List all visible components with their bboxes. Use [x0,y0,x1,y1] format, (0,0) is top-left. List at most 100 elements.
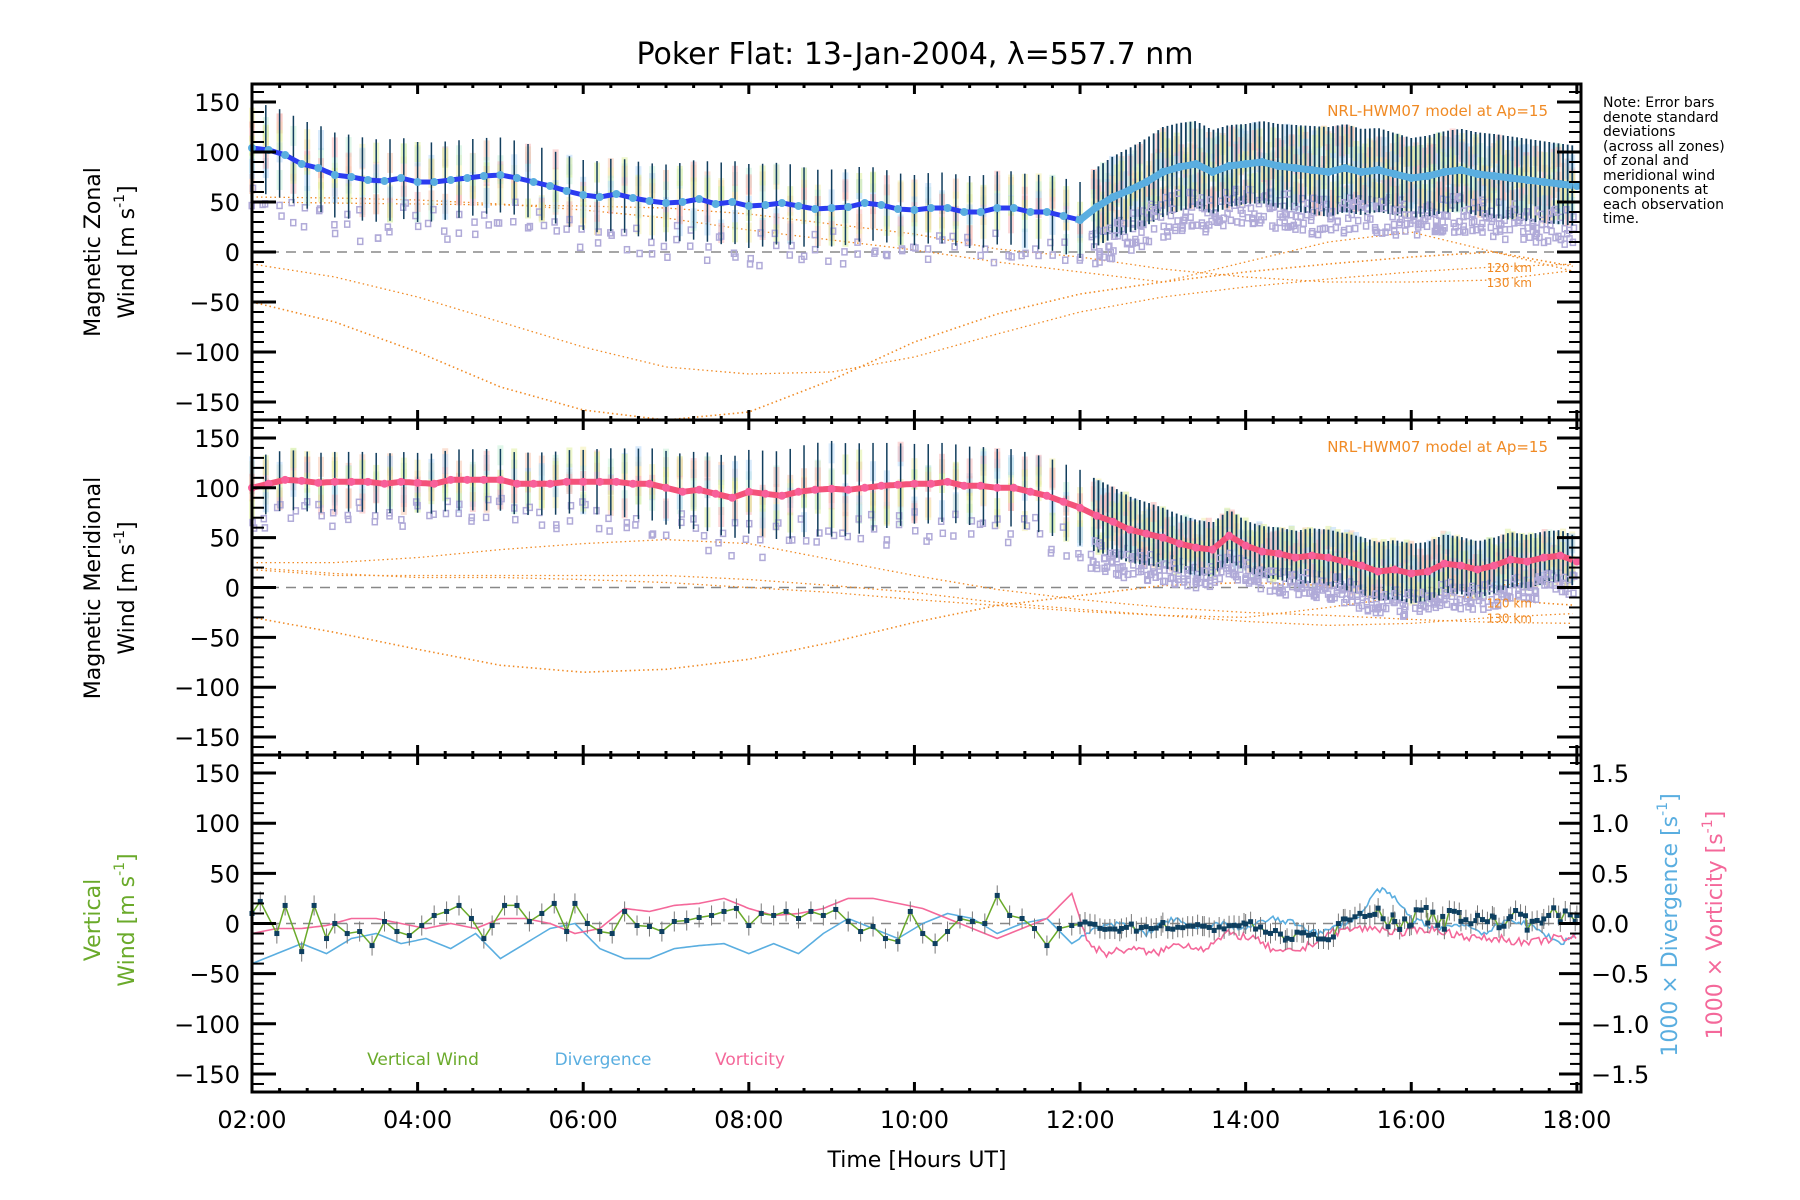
zone-outlier-marker [1400,612,1407,620]
zone-outlier-marker [673,235,680,244]
meridional-mean-point [1324,553,1333,562]
zonal-mean-point [1009,204,1018,212]
zonal-mean-point [579,191,588,199]
zone-outlier-marker [608,231,615,239]
zone-outlier-marker [1192,583,1200,592]
zone-outlier-marker [841,248,848,256]
vertical-wind-point [481,936,487,942]
vertical-wind-point [1195,922,1201,928]
legend-item: Divergence [555,1050,652,1070]
meridional-mean-point [811,485,820,494]
y-tick-label: 50 [209,860,240,888]
zonal-mean-point [1407,174,1416,182]
zone-outlier-marker [1161,577,1169,586]
vertical-ylabel: Vertical Wind [m s-1] [81,853,140,986]
zone-outlier-marker [1485,603,1492,611]
zone-outlier-marker [1140,220,1147,229]
meridional-mean-point [612,477,621,486]
zone-outlier-marker [1189,221,1197,229]
vertical-wind-point [1031,926,1037,932]
zonal-mean-point [1523,176,1532,184]
vertical-wind-point [1523,913,1529,919]
y-tick-label: −100 [174,674,240,702]
y-tick-label: 150 [194,89,240,117]
vertical-wind-point [1258,924,1264,930]
zone-outlier-marker [981,245,989,253]
meridional-ylabel: Magnetic Meridional Wind [m s-1] [81,477,140,699]
zone-outlier-marker [345,515,352,524]
vertical-wind-point [1330,934,1336,940]
meridional-mean-point [761,489,770,498]
vertical-wind-point [945,929,951,935]
zone-outlier-marker [1202,227,1209,236]
zone-outlier-marker [1502,235,1509,244]
zonal-mean-point [877,201,886,209]
zone-outlier-marker [1231,570,1238,579]
zone-outlier-marker [1323,200,1331,209]
meridional-mean-point [479,475,488,484]
vertical-wind-point [1201,923,1207,929]
zone-outlier-marker [1531,586,1539,595]
divergence-ylabel-main: 1000 × Divergence [s [1658,816,1683,1057]
zone-outlier-marker [1529,218,1536,227]
zonal-mean-point [1175,163,1184,171]
zone-outlier-marker [343,220,351,228]
zonal-mean-point [1572,182,1581,190]
vertical-wind-point [1133,928,1139,934]
zone-outlier-marker [1447,578,1455,587]
meridional-mean-point [976,481,985,490]
vertical-wind-point [539,910,545,916]
vertical-wind-point [369,943,375,949]
zone-outlier-marker [1333,573,1340,581]
vertical-wind-point [514,902,520,908]
zone-outlier-marker [1187,213,1194,222]
vertical-wind-point [1529,918,1535,924]
zone-outlier-marker [1522,212,1529,220]
zone-outlier-marker [1313,593,1320,602]
zone-outlier-marker [757,535,764,544]
vertical-wind-point [1007,912,1013,918]
zonal-mean-point [628,194,637,202]
zone-outlier-marker [1204,208,1211,217]
zone-outlier-marker [923,537,930,545]
zone-outlier-marker [1401,211,1409,219]
zone-outlier-marker [553,227,561,235]
zone-outlier-marker [1059,523,1067,531]
zone-outlier-marker [700,532,708,540]
zonal-mean-point [1556,180,1565,188]
zonal-mean-point [413,178,422,186]
zonal-mean-point [910,206,919,214]
vertical-wind-point [1572,918,1578,924]
vertical-wind-point [1496,925,1502,931]
meridional-mean-point [1374,567,1383,576]
zone-outlier-marker [1378,229,1386,237]
meridional-mean-point [827,484,836,493]
note-line: each observation [1603,196,1725,213]
zone-outlier-marker [440,227,448,235]
meridional-ylabel-line2: Wind [m s-1] [112,521,140,654]
zone-outlier-marker [1179,221,1186,230]
zone-outlier-marker [1348,598,1356,606]
zonal-mean-point [1390,170,1399,178]
vertical-wind-point [1513,908,1519,914]
zone-outlier-marker [278,212,285,220]
note-line: (across all zones) [1603,138,1725,155]
vertical-wind-point [1418,907,1424,913]
vertical-wind-point [1284,935,1290,941]
divergence-ylabel: 1000 × Divergence [s-1] [1655,793,1683,1056]
vertical-wind-point [709,912,715,918]
zone-outlier-marker [384,223,392,231]
zone-outlier-marker [742,535,750,544]
vorticity-ylabel: 1000 × Vorticity [s-1] [1700,811,1728,1039]
vertical-wind-point [1175,924,1181,930]
zone-outlier-marker [1351,224,1359,233]
zone-outlier-marker [1075,550,1082,558]
zone-outlier-marker [1255,577,1262,586]
zone-outlier-marker [870,525,878,533]
vertical-wind-point [1397,926,1403,932]
zone-outlier-marker [1442,591,1450,600]
zone-outlier-marker [1239,200,1246,209]
zone-outlier-marker [1109,559,1116,567]
meridional-mean-point [1490,561,1499,570]
